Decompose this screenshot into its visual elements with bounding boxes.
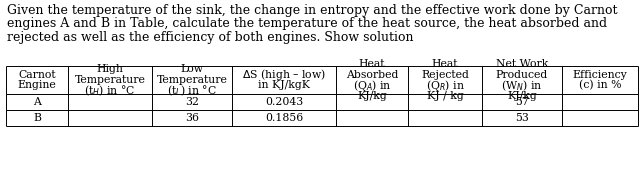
Text: (t$_{H}$) in °C: (t$_{H}$) in °C — [84, 83, 136, 98]
Text: (Q$_{A}$) in: (Q$_{A}$) in — [353, 78, 392, 93]
Text: KJ/kg: KJ/kg — [507, 91, 537, 101]
Text: in KJ/kgK: in KJ/kgK — [258, 80, 310, 90]
Text: Low: Low — [180, 64, 204, 74]
Text: Temperature: Temperature — [75, 75, 146, 85]
Text: Heat: Heat — [359, 59, 385, 69]
Text: Given the temperature of the sink, the change in entropy and the effective work : Given the temperature of the sink, the c… — [7, 4, 618, 17]
Text: Efficiency: Efficiency — [573, 70, 627, 80]
Text: (Q$_{R}$) in: (Q$_{R}$) in — [426, 78, 464, 93]
Text: Net Work: Net Work — [496, 59, 548, 69]
Text: (t$_{L}$) in °C: (t$_{L}$) in °C — [167, 83, 217, 98]
Text: Produced: Produced — [496, 70, 548, 80]
Text: rejected as well as the efficiency of both engines. Show solution: rejected as well as the efficiency of bo… — [7, 31, 413, 44]
Text: (c) in %: (c) in % — [579, 80, 621, 90]
Text: Engine: Engine — [17, 80, 57, 90]
Text: (W$_{N}$) in: (W$_{N}$) in — [501, 78, 543, 92]
Text: KJ/kg: KJ/kg — [357, 91, 387, 101]
Text: Temperature: Temperature — [156, 75, 227, 85]
Text: $\Delta$S (high – low): $\Delta$S (high – low) — [242, 67, 326, 82]
Text: 32: 32 — [185, 97, 199, 107]
Text: Carnot: Carnot — [18, 70, 56, 80]
Text: Heat: Heat — [431, 59, 459, 69]
Text: 36: 36 — [185, 113, 199, 123]
Text: 0.2043: 0.2043 — [265, 97, 303, 107]
Text: 0.1856: 0.1856 — [265, 113, 303, 123]
Text: Rejected: Rejected — [421, 70, 469, 80]
Text: Absorbed: Absorbed — [346, 70, 398, 80]
Text: A: A — [33, 97, 41, 107]
Text: KJ / kg: KJ / kg — [426, 91, 464, 101]
Text: engines A and B in Table, calculate the temperature of the heat source, the heat: engines A and B in Table, calculate the … — [7, 17, 607, 30]
Text: High: High — [97, 64, 124, 74]
Text: 57: 57 — [515, 97, 529, 107]
Text: 53: 53 — [515, 113, 529, 123]
Text: B: B — [33, 113, 41, 123]
